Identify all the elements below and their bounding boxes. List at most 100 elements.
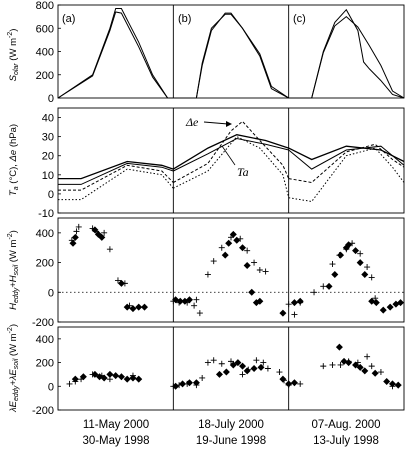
ytick-label-row-0-3: 600 — [36, 23, 54, 35]
ylabel-h-asub: eddy — [13, 287, 20, 303]
series-line-row-1-s0-seg1 — [173, 135, 288, 169]
point-diamond-row-2-9 — [141, 304, 148, 311]
ylabel-solar-sub: olar — [13, 63, 20, 75]
ylabel-temp-c: Δe — [8, 150, 19, 163]
point-cross-row-3-15 — [211, 357, 217, 363]
panel-frame-row-3 — [58, 327, 404, 410]
point-diamond-row-2-27 — [331, 271, 338, 278]
point-cross-row-3-27 — [320, 363, 326, 369]
point-cross-row-2-18 — [219, 245, 225, 251]
panel-frame-row-0 — [58, 5, 404, 98]
ytick-label-row-2-1: 0 — [48, 287, 54, 299]
ylabel-h-close: ) — [8, 230, 19, 233]
ytick-label-row-1-4: 30 — [42, 132, 54, 144]
point-diamond-row-2-1 — [72, 234, 79, 241]
point-cross-row-3-6 — [118, 374, 124, 380]
point-cross-row-2-29 — [320, 283, 326, 289]
point-diamond-row-2-0 — [69, 240, 76, 247]
point-cross-row-2-22 — [251, 260, 257, 266]
point-diamond-row-3-26 — [336, 344, 343, 351]
ylabel-sensible-heat: Heddy+Hsoil (W m-2) — [7, 230, 20, 310]
annotation-delta-e-arrowhead — [226, 121, 232, 127]
point-diamond-row-2-19 — [244, 262, 251, 269]
ylabel-temp-d: (hPa) — [8, 124, 19, 150]
point-diamond-row-3-6 — [112, 372, 119, 379]
annotation-ta-leader — [222, 146, 235, 165]
ylabel-temperature: Ta (°C), Δe (hPa) — [8, 124, 20, 196]
ylabel-latent-heat: λEeddy+λEsoil (W m-2) — [7, 324, 20, 413]
point-diamond-row-2-37 — [387, 304, 394, 311]
point-cross-row-3-34 — [378, 369, 384, 375]
point-cross-row-2-13 — [191, 303, 197, 309]
ytick-label-row-1-0: -10 — [38, 208, 54, 220]
series-line-row-0-s1-seg2 — [289, 17, 404, 98]
series-line-row-1-s1-seg2 — [289, 146, 404, 169]
xlabel-c-line2: 13-July 1998 — [313, 435, 379, 447]
point-cross-row-2-35 — [364, 264, 370, 270]
point-cross-row-2-36 — [369, 274, 375, 280]
ylabel-temp-b: (°C), — [8, 161, 19, 186]
point-cross-row-3-8 — [136, 376, 142, 382]
point-cross-row-3-0 — [67, 381, 73, 387]
point-diamond-row-3-32 — [372, 370, 379, 377]
ylabel-le-a: λE — [8, 400, 19, 413]
point-diamond-row-2-15 — [225, 240, 232, 247]
xlabel-b-line1: 18-July 2000 — [198, 419, 264, 431]
panel-label-a: (a) — [62, 13, 75, 25]
ylabel-h-b: +H — [8, 275, 19, 288]
point-cross-row-3-33 — [369, 363, 375, 369]
series-line-row-0-s0-seg1 — [173, 14, 288, 98]
ytick-label-row-0-1: 200 — [36, 70, 54, 82]
point-diamond-row-3-21 — [251, 365, 258, 372]
ytick-label-row-0-2: 400 — [36, 47, 54, 59]
point-diamond-row-3-20 — [244, 367, 251, 374]
point-cross-row-2-30 — [329, 261, 335, 267]
ytick-label-row-0-0: 0 — [48, 93, 54, 105]
point-cross-row-3-26 — [297, 381, 303, 387]
point-diamond-row-2-14 — [222, 252, 229, 259]
point-cross-row-2-17 — [211, 258, 217, 264]
point-cross-row-2-25 — [286, 301, 292, 307]
point-cross-row-2-6 — [107, 246, 113, 252]
xlabel-b-line2: 19-June 1998 — [196, 435, 266, 447]
point-diamond-row-2-33 — [361, 271, 368, 278]
ytick-label-row-2-2: 200 — [36, 258, 54, 270]
point-diamond-row-2-17 — [233, 237, 240, 244]
point-cross-row-3-23 — [276, 369, 282, 375]
panel-label-c: (c) — [293, 13, 306, 25]
point-cross-row-3-22 — [265, 366, 271, 372]
ylabel-solar-unit: (W m — [8, 38, 19, 63]
point-cross-row-3-14 — [205, 360, 211, 366]
series-line-row-1-s1-seg0 — [58, 163, 173, 184]
ytick-label-row-2-0: -200 — [32, 317, 54, 329]
point-cross-row-3-36 — [395, 382, 401, 388]
annotation-delta-e-arrow — [204, 122, 228, 124]
point-cross-row-2-28 — [311, 289, 317, 295]
point-diamond-row-2-24 — [291, 299, 298, 306]
point-diamond-row-2-26 — [326, 283, 333, 290]
point-cross-row-2-26 — [291, 312, 297, 318]
ytick-label-row-3-2: 200 — [36, 358, 54, 370]
series-line-row-1-s0-seg0 — [58, 162, 173, 179]
point-cross-row-3-20 — [253, 357, 259, 363]
ytick-label-row-3-0: -200 — [32, 405, 54, 417]
annotation-ta: Ta — [237, 165, 249, 179]
ylabel-h-unit: (W m — [8, 239, 19, 264]
point-cross-row-3-28 — [329, 362, 335, 368]
point-diamond-row-2-7 — [129, 305, 136, 312]
point-diamond-row-3-25 — [291, 379, 298, 386]
ylabel-solar-close: ) — [8, 29, 19, 32]
point-cross-row-3-18 — [240, 371, 246, 377]
point-cross-row-3-5 — [107, 376, 113, 382]
ytick-label-row-1-1: 0 — [48, 189, 54, 201]
series-line-row-1-s0-seg2 — [289, 146, 404, 161]
point-cross-row-3-13 — [199, 375, 205, 381]
annotation-delta-e: Δe — [185, 115, 199, 129]
panel-frames — [58, 5, 404, 410]
series-line-row-0-s0-seg2 — [289, 10, 404, 98]
ylabel-le-unit: (W m — [8, 333, 19, 358]
point-diamond-row-2-20 — [248, 289, 255, 296]
ylabel-le-bsub: soil — [13, 358, 20, 369]
point-cross-row-2-16 — [205, 271, 211, 277]
